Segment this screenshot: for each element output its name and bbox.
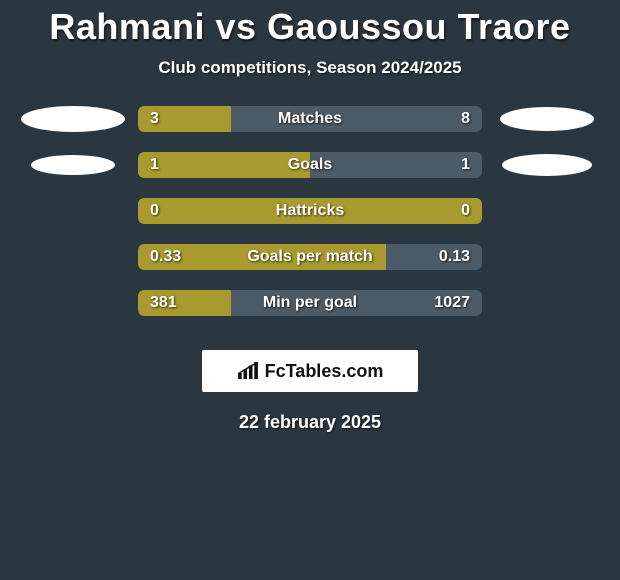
stat-bar: 3 8 Matches: [138, 106, 482, 132]
stat-value-left: 381: [150, 294, 177, 312]
player-right-avatar: [500, 107, 594, 131]
stat-rows: 3 8 Matches 1 1 Goals 0 0 Hattricks 0.33 0.13 Goals…: [0, 106, 620, 316]
brand-text: FcTables.com: [265, 361, 384, 382]
player-left-avatar: [31, 155, 115, 175]
player-right-avatar: [502, 154, 592, 176]
stat-bar: 1 1 Goals: [138, 152, 482, 178]
player-left-slot: [8, 155, 138, 175]
bar-chart-icon: [237, 362, 259, 380]
stat-label: Matches: [278, 110, 342, 128]
stat-bar-left: [138, 152, 310, 178]
stat-row: 0.33 0.13 Goals per match: [0, 244, 620, 270]
player-right-slot: [482, 107, 612, 131]
stat-bar-right: [231, 106, 482, 132]
stat-value-right: 1: [461, 156, 470, 174]
stat-bar: 0 0 Hattricks: [138, 198, 482, 224]
stat-value-left: 0.33: [150, 248, 181, 266]
stat-value-right: 8: [461, 110, 470, 128]
stat-row: 1 1 Goals: [0, 152, 620, 178]
stat-bar: 381 1027 Min per goal: [138, 290, 482, 316]
stat-value-left: 1: [150, 156, 159, 174]
stat-value-left: 0: [150, 202, 159, 220]
comparison-widget: Rahmani vs Gaoussou Traore Club competit…: [0, 0, 620, 433]
stat-label: Min per goal: [263, 294, 357, 312]
stat-row: 0 0 Hattricks: [0, 198, 620, 224]
stat-bar-right: [310, 152, 482, 178]
subtitle: Club competitions, Season 2024/2025: [0, 58, 620, 78]
player-left-slot: [8, 106, 138, 132]
brand-badge[interactable]: FcTables.com: [202, 350, 418, 392]
stat-value-right: 0: [461, 202, 470, 220]
stat-row: 381 1027 Min per goal: [0, 290, 620, 316]
stat-row: 3 8 Matches: [0, 106, 620, 132]
stat-label: Hattricks: [276, 202, 344, 220]
date-text: 22 february 2025: [0, 412, 620, 433]
stat-label: Goals: [288, 156, 332, 174]
stat-bar: 0.33 0.13 Goals per match: [138, 244, 482, 270]
player-left-avatar: [21, 106, 125, 132]
stat-value-left: 3: [150, 110, 159, 128]
page-title: Rahmani vs Gaoussou Traore: [0, 6, 620, 48]
player-right-slot: [482, 154, 612, 176]
stat-value-right: 1027: [434, 294, 470, 312]
stat-value-right: 0.13: [439, 248, 470, 266]
stat-label: Goals per match: [247, 248, 372, 266]
